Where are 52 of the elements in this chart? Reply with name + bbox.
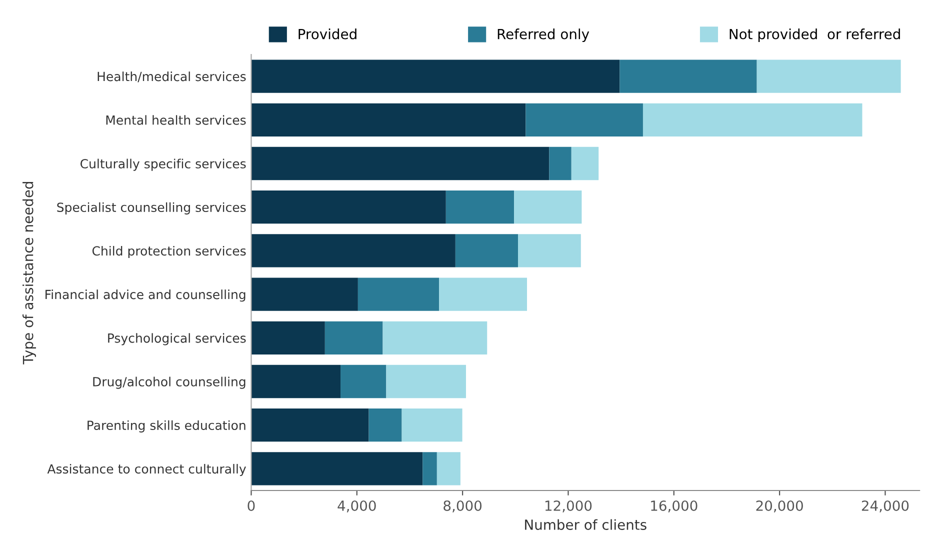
bar <box>446 190 514 224</box>
bar <box>526 103 643 136</box>
bar <box>642 103 862 136</box>
bar <box>455 234 518 268</box>
legend-label: Provided <box>298 28 356 40</box>
y-tick-label: Financial advice and counselling <box>46 290 246 302</box>
bar <box>340 364 386 398</box>
bar <box>514 190 582 224</box>
bar <box>324 321 383 354</box>
bar <box>571 146 599 180</box>
x-tick-label: 4,000 <box>338 500 376 512</box>
legend-label: Referred only <box>498 28 590 42</box>
x-tick-label: 12,000 <box>545 500 592 512</box>
bar <box>549 146 572 180</box>
y-tick-label: Assistance to connect culturally <box>47 464 246 476</box>
y-tick-label: Health/medical services <box>98 72 246 82</box>
y-axis-title: Type of assistance needed <box>22 182 36 364</box>
bar <box>358 278 440 311</box>
bar <box>251 408 369 442</box>
bar <box>368 408 402 442</box>
bar <box>436 452 460 486</box>
bar <box>251 146 550 180</box>
y-tick-label: Drug/alcohol counselling <box>93 376 246 389</box>
bar <box>251 103 526 136</box>
bar <box>251 278 358 311</box>
x-tick-label: 0 <box>248 500 255 511</box>
y-tick-label: Mental health services <box>106 115 246 125</box>
bar <box>620 60 757 93</box>
bar <box>251 190 446 224</box>
bar <box>518 234 581 268</box>
bar <box>251 452 423 486</box>
bar <box>756 60 901 93</box>
bar <box>402 408 462 442</box>
legend-label: Not provided or referred <box>730 28 900 42</box>
bar <box>422 452 437 486</box>
y-tick-label: Child protection services <box>92 246 246 258</box>
bar <box>251 321 325 354</box>
x-tick-label: 20,000 <box>756 500 803 512</box>
x-axis-title: Number of clients <box>525 519 646 530</box>
y-tick-label: Psychological services <box>108 333 246 346</box>
x-tick-label: 8,000 <box>444 500 482 512</box>
bar <box>251 234 456 268</box>
y-tick-label: Culturally specific services <box>80 158 246 171</box>
bar <box>439 278 528 311</box>
x-tick-label: 24,000 <box>862 500 909 512</box>
bar <box>251 364 341 398</box>
bar <box>386 364 466 398</box>
bar <box>382 321 488 354</box>
bar <box>251 60 620 93</box>
y-tick-label: Parenting skills education <box>88 420 246 432</box>
x-tick-label: 16,000 <box>651 500 698 512</box>
y-tick-label: Specialist counselling services <box>57 202 246 214</box>
